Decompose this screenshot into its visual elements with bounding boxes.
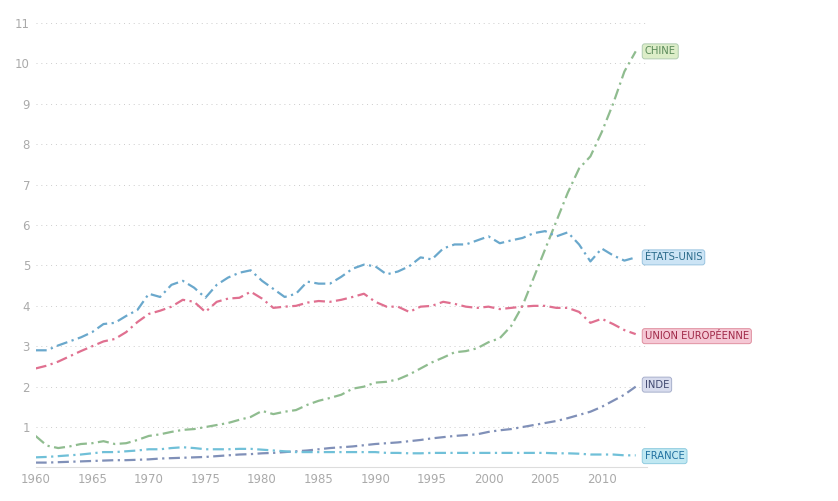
Text: UNION EUROPÉENNE: UNION EUROPÉENNE [644, 331, 749, 341]
Text: ÉTATS-UNIS: ÉTATS-UNIS [644, 253, 702, 263]
Text: INDE: INDE [644, 380, 669, 390]
Text: CHINE: CHINE [644, 47, 675, 56]
Text: FRANCE: FRANCE [644, 451, 685, 461]
